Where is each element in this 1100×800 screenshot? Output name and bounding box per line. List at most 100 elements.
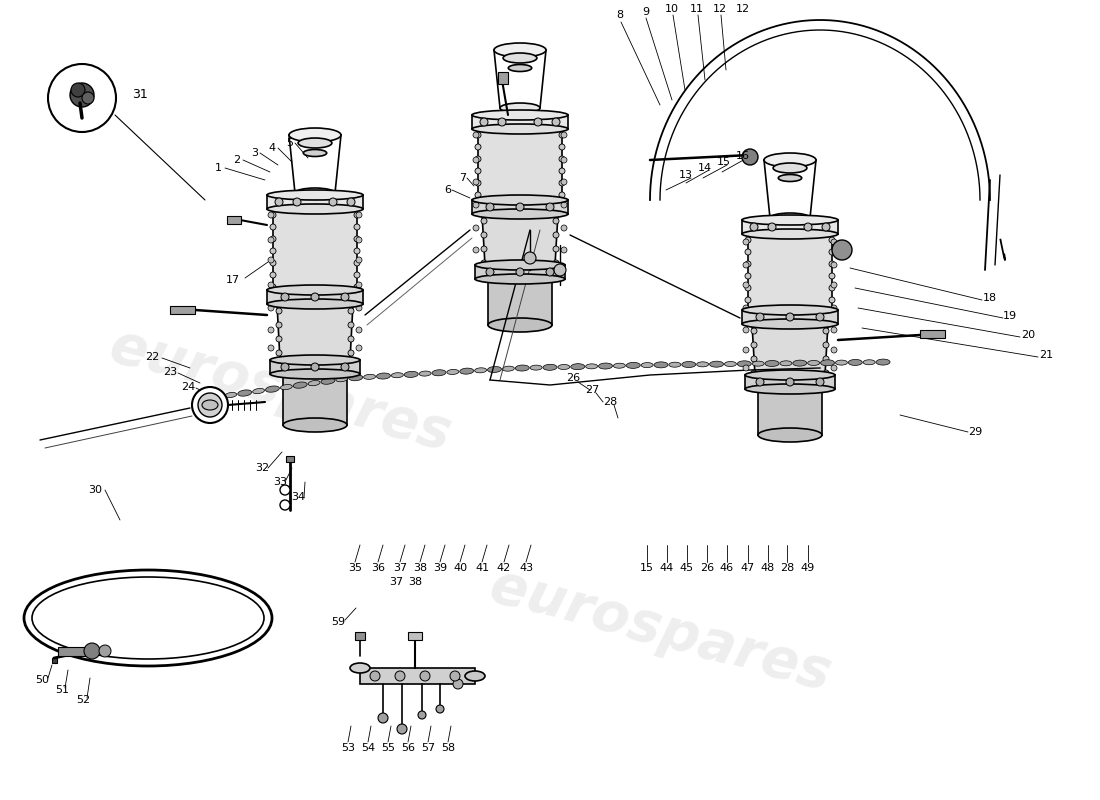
Circle shape bbox=[561, 157, 566, 163]
Circle shape bbox=[475, 192, 481, 198]
Text: 4: 4 bbox=[268, 143, 276, 153]
Bar bbox=[475, 265, 565, 279]
Ellipse shape bbox=[793, 360, 806, 366]
Ellipse shape bbox=[598, 363, 613, 369]
Bar bbox=[488, 279, 552, 325]
Text: 26: 26 bbox=[700, 563, 714, 573]
Circle shape bbox=[475, 144, 481, 150]
Ellipse shape bbox=[585, 364, 597, 369]
Circle shape bbox=[832, 240, 852, 260]
Circle shape bbox=[481, 218, 487, 224]
Circle shape bbox=[82, 92, 94, 104]
Text: eurospares: eurospares bbox=[103, 318, 456, 462]
Circle shape bbox=[756, 378, 764, 386]
Text: 45: 45 bbox=[680, 563, 694, 573]
Circle shape bbox=[270, 248, 276, 254]
Bar bbox=[472, 115, 568, 129]
Circle shape bbox=[311, 363, 319, 371]
Text: 37: 37 bbox=[389, 577, 403, 587]
Circle shape bbox=[311, 293, 319, 301]
Ellipse shape bbox=[742, 229, 838, 239]
Circle shape bbox=[348, 322, 354, 328]
Circle shape bbox=[436, 705, 444, 713]
Circle shape bbox=[751, 328, 757, 334]
Circle shape bbox=[546, 203, 554, 211]
Ellipse shape bbox=[298, 138, 332, 148]
Circle shape bbox=[354, 260, 360, 266]
Circle shape bbox=[804, 223, 812, 231]
Ellipse shape bbox=[682, 362, 696, 367]
Circle shape bbox=[823, 342, 829, 348]
Text: 21: 21 bbox=[1038, 350, 1053, 360]
Circle shape bbox=[348, 350, 354, 356]
Ellipse shape bbox=[404, 371, 418, 378]
Circle shape bbox=[354, 272, 360, 278]
Circle shape bbox=[473, 157, 478, 163]
Circle shape bbox=[348, 308, 354, 314]
Ellipse shape bbox=[503, 53, 537, 63]
Circle shape bbox=[786, 313, 794, 321]
Ellipse shape bbox=[295, 188, 336, 198]
Ellipse shape bbox=[626, 362, 640, 368]
Circle shape bbox=[553, 246, 559, 252]
Circle shape bbox=[475, 168, 481, 174]
Ellipse shape bbox=[460, 368, 474, 374]
Circle shape bbox=[270, 260, 276, 266]
Text: 19: 19 bbox=[1003, 311, 1018, 321]
Text: 14: 14 bbox=[697, 163, 712, 173]
Circle shape bbox=[742, 305, 749, 311]
Ellipse shape bbox=[864, 360, 876, 365]
Ellipse shape bbox=[752, 361, 764, 366]
Text: 50: 50 bbox=[35, 675, 50, 685]
Circle shape bbox=[280, 293, 289, 301]
Bar bbox=[758, 389, 822, 435]
Text: 22: 22 bbox=[145, 352, 160, 362]
Circle shape bbox=[192, 387, 228, 423]
Ellipse shape bbox=[758, 428, 822, 442]
Text: 53: 53 bbox=[341, 743, 355, 753]
Ellipse shape bbox=[472, 209, 568, 219]
Circle shape bbox=[559, 156, 565, 162]
Text: 27: 27 bbox=[585, 385, 600, 395]
Circle shape bbox=[48, 64, 116, 132]
Bar bbox=[408, 632, 422, 640]
Text: 36: 36 bbox=[371, 563, 385, 573]
Ellipse shape bbox=[350, 663, 370, 673]
Text: 37: 37 bbox=[393, 563, 407, 573]
Bar bbox=[283, 374, 346, 425]
Circle shape bbox=[486, 203, 494, 211]
Circle shape bbox=[356, 257, 362, 263]
Circle shape bbox=[280, 485, 290, 495]
Ellipse shape bbox=[321, 378, 334, 384]
Text: 57: 57 bbox=[421, 743, 436, 753]
Circle shape bbox=[276, 336, 282, 342]
Circle shape bbox=[356, 327, 362, 333]
Circle shape bbox=[751, 356, 757, 362]
Text: 8: 8 bbox=[616, 10, 624, 20]
Circle shape bbox=[756, 313, 764, 321]
Circle shape bbox=[341, 293, 349, 301]
Text: 34: 34 bbox=[290, 492, 305, 502]
Circle shape bbox=[356, 345, 362, 351]
Circle shape bbox=[280, 500, 290, 510]
Bar bbox=[227, 216, 241, 224]
Ellipse shape bbox=[376, 373, 390, 379]
Text: 26: 26 bbox=[565, 373, 580, 383]
Circle shape bbox=[356, 305, 362, 311]
Ellipse shape bbox=[494, 43, 546, 57]
Ellipse shape bbox=[742, 305, 838, 315]
Ellipse shape bbox=[848, 359, 862, 366]
Text: 12: 12 bbox=[713, 4, 727, 14]
Circle shape bbox=[356, 282, 362, 288]
Circle shape bbox=[745, 273, 751, 279]
Circle shape bbox=[481, 246, 487, 252]
Ellipse shape bbox=[294, 382, 307, 388]
Circle shape bbox=[354, 248, 360, 254]
Ellipse shape bbox=[780, 361, 792, 366]
Text: 29: 29 bbox=[968, 427, 982, 437]
Ellipse shape bbox=[349, 374, 363, 381]
Ellipse shape bbox=[267, 285, 363, 295]
Circle shape bbox=[354, 284, 360, 290]
Circle shape bbox=[829, 249, 835, 255]
Circle shape bbox=[280, 363, 289, 371]
